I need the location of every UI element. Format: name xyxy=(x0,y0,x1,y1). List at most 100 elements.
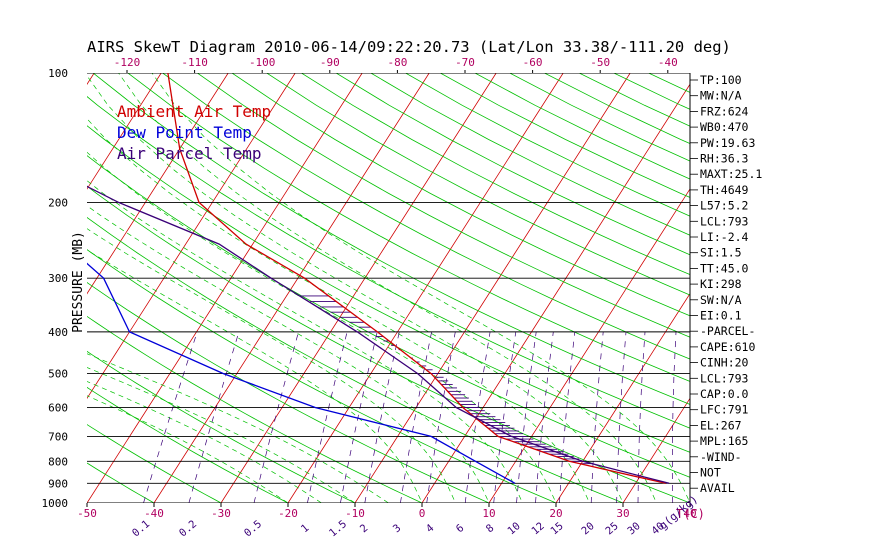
bottom-tick-label: -40 xyxy=(144,507,164,520)
mixing-ratio-line xyxy=(535,331,554,503)
stat-item: TT:45.0 xyxy=(700,261,749,275)
dry-adiabat-line xyxy=(231,73,690,317)
moist-adiabat-line xyxy=(87,395,289,503)
dry-adiabat-line xyxy=(87,424,222,503)
stat-item: SW:N/A xyxy=(700,293,742,307)
stat-item: LCL:793 xyxy=(700,214,749,228)
mixing-ratio-label: 3 xyxy=(391,522,404,535)
mixing-ratio-line xyxy=(464,331,491,503)
moist-adiabat-line xyxy=(87,353,390,503)
stat-item: WB0:470 xyxy=(700,120,749,134)
isotherm-line xyxy=(87,73,296,400)
mixing-ratio-line xyxy=(400,331,432,503)
top-tick-label: -50 xyxy=(590,56,610,69)
mixing-ratio-label: 10 xyxy=(505,520,522,537)
stat-item: CAPE:610 xyxy=(700,340,755,354)
stat-item: AVAIL xyxy=(700,481,735,495)
isotherm-line xyxy=(421,83,690,503)
moist-adiabat-line xyxy=(87,75,624,503)
pressure-tick-label: 400 xyxy=(48,326,68,339)
bottom-tick-label: 30 xyxy=(616,507,629,520)
x-axis-label: T(C) xyxy=(676,507,705,521)
stat-item: CINH:20 xyxy=(700,356,749,370)
dry-adiabat-line xyxy=(300,73,690,276)
mixing-ratio-label: 30 xyxy=(625,520,642,537)
dry-adiabat-line xyxy=(439,73,690,198)
mixing-ratio-label: 0.5 xyxy=(242,518,264,539)
bottom-tick-label: 40 xyxy=(683,507,696,520)
mixing-ratio-line xyxy=(188,331,240,503)
mixing-ratio-line xyxy=(516,331,537,503)
pressure-tick-label: 500 xyxy=(48,368,68,381)
mixing-ratio-line xyxy=(253,331,299,503)
legend: Ambient Air Temp Dew Point Temp Air Parc… xyxy=(117,102,271,163)
mixing-ratio-line xyxy=(616,331,627,503)
dry-adiabat-line xyxy=(161,73,690,360)
mixing-ratio-line xyxy=(143,331,198,503)
top-tick-label: -90 xyxy=(320,56,340,69)
mixing-ratio-line xyxy=(590,331,604,503)
bottom-tick-label: 10 xyxy=(482,507,495,520)
bottom-tick-label: -20 xyxy=(278,507,298,520)
stat-item: EI:0.1 xyxy=(700,309,742,323)
mixing-ratio-line xyxy=(671,331,677,503)
dry-adiabat-line xyxy=(265,73,690,296)
top-tick-label: -120 xyxy=(114,56,141,69)
bottom-tick-label: -50 xyxy=(77,507,97,520)
moist-adiabat-line xyxy=(87,228,456,503)
pressure-tick-label: 700 xyxy=(48,430,68,443)
mixing-ratio-line xyxy=(559,331,576,503)
mixing-ratio-label: 0.2 xyxy=(177,518,199,539)
mixing-ratio-line xyxy=(493,331,517,503)
pressure-tick-label: 600 xyxy=(48,402,68,415)
bottom-tick-label: 0 xyxy=(419,507,426,520)
y-axis-label: PRESSURE (MB) xyxy=(71,231,86,333)
stat-item: PW:19.63 xyxy=(700,136,755,150)
mixing-ratio-line xyxy=(364,331,400,503)
legend-item-parcel: Air Parcel Temp xyxy=(117,144,262,163)
isotherm-line xyxy=(87,73,363,503)
parcel-temp-line xyxy=(87,185,670,484)
top-tick-label: -100 xyxy=(249,56,276,69)
mixing-ratio-line xyxy=(340,331,378,503)
pressure-tick-label: 200 xyxy=(48,196,68,209)
isotherm-line xyxy=(220,73,497,503)
stat-item: KI:298 xyxy=(700,277,742,291)
stat-item: LFC:791 xyxy=(700,403,749,417)
top-tick-label: -60 xyxy=(523,56,543,69)
stat-item: RH:36.3 xyxy=(700,152,749,166)
stat-item: MPL:165 xyxy=(700,434,748,448)
dry-adiabat-line xyxy=(92,73,690,405)
top-tick-label: -70 xyxy=(455,56,475,69)
stat-item: LI:-2.4 xyxy=(700,230,749,244)
dry-adiabat-line xyxy=(87,155,690,478)
mixing-ratio-line xyxy=(426,331,456,503)
isotherm-line xyxy=(354,73,631,503)
mixing-ratio-label: 8 xyxy=(484,522,497,535)
dewpoint-temp-line xyxy=(87,262,516,484)
moist-adiabat-line xyxy=(87,367,356,503)
stat-item: SI:1.5 xyxy=(700,246,742,260)
series-layer xyxy=(87,73,670,484)
mixing-ratio-label: 0.1 xyxy=(130,518,152,539)
isotherm-line xyxy=(287,73,564,503)
moist-adiabat-line xyxy=(151,73,690,503)
dry-adiabat-line xyxy=(87,462,155,503)
isotherm-line xyxy=(488,188,690,503)
stat-item: MAXT:25.1 xyxy=(700,167,762,181)
stat-item: MW:N/A xyxy=(700,89,742,103)
moist-adiabat-line xyxy=(87,180,523,503)
mixing-ratio-label: 6 xyxy=(454,522,467,535)
legend-item-ambient: Ambient Air Temp xyxy=(117,102,271,121)
mixing-ratio-line xyxy=(307,331,348,503)
ambient-temp-line xyxy=(167,73,666,484)
isotherm-line xyxy=(622,397,690,503)
dry-adiabat-line xyxy=(87,350,356,503)
moist-adiabat-line xyxy=(87,205,490,503)
bottom-tick-label: 20 xyxy=(549,507,562,520)
dry-adiabat-line xyxy=(87,216,625,503)
top-tick-label: -80 xyxy=(387,56,407,69)
stat-item: FRZ:624 xyxy=(700,104,749,118)
